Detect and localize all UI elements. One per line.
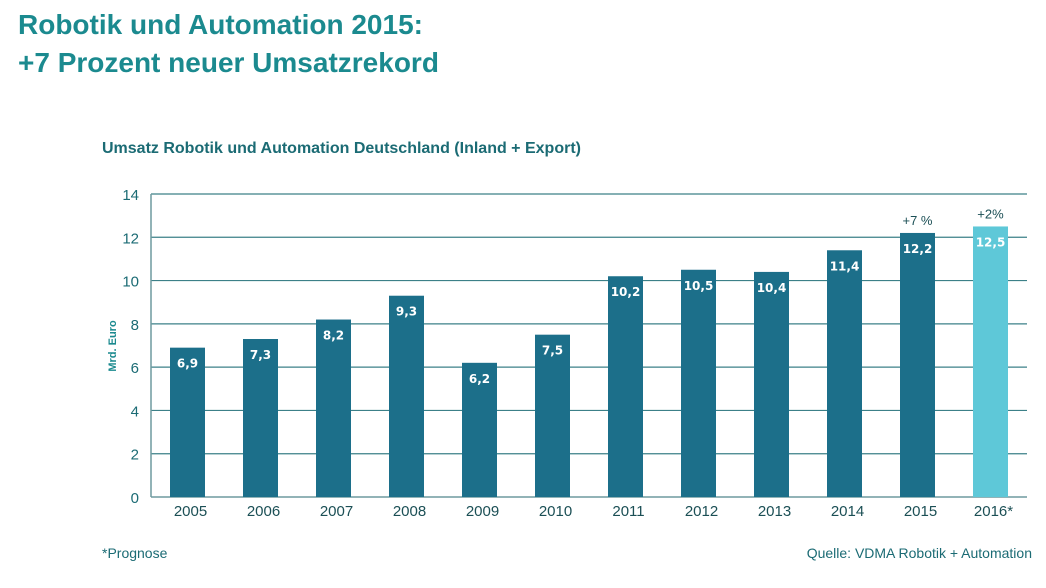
title-line-2: +7 Prozent neuer Umsatzrekord bbox=[18, 47, 439, 78]
data-label: 12,5 bbox=[976, 235, 1006, 249]
page-title: Robotik und Automation 2015: +7 Prozent … bbox=[18, 6, 439, 82]
x-tick-label: 2007 bbox=[320, 503, 353, 520]
bar-2013 bbox=[754, 271, 789, 497]
x-tick-label: 2008 bbox=[393, 503, 426, 520]
data-label: 6,2 bbox=[469, 372, 490, 386]
x-tick-label: 2012 bbox=[685, 503, 718, 520]
bar-2011 bbox=[608, 276, 643, 497]
data-label: 7,5 bbox=[542, 344, 563, 358]
y-axis-label: Mrd. Euro bbox=[107, 320, 119, 372]
x-tick-label: 2011 bbox=[612, 503, 644, 520]
x-tick-label: 2015 bbox=[904, 503, 937, 520]
bar-2015 bbox=[900, 232, 935, 497]
x-tick-label: 2006 bbox=[247, 503, 280, 520]
x-tick-label: 2016* bbox=[974, 503, 1013, 520]
data-label: 12,2 bbox=[903, 242, 933, 256]
x-tick-label: 2010 bbox=[539, 503, 572, 520]
x-tick-label: 2013 bbox=[758, 503, 791, 520]
y-tick-label: 12 bbox=[122, 230, 139, 247]
bar-2012 bbox=[681, 269, 716, 497]
growth-annotation: +7 % bbox=[903, 213, 933, 228]
bar-2009 bbox=[462, 362, 497, 497]
y-tick-label: 2 bbox=[131, 447, 139, 464]
y-tick-label: 8 bbox=[131, 317, 139, 334]
x-tick-label: 2009 bbox=[466, 503, 499, 520]
data-label: 7,3 bbox=[250, 348, 271, 362]
y-tick-label: 14 bbox=[122, 187, 139, 204]
y-tick-label: 6 bbox=[131, 360, 139, 377]
source-note: Quelle: VDMA Robotik + Automation bbox=[806, 545, 1032, 561]
bar-2016* bbox=[973, 226, 1008, 497]
data-label: 9,3 bbox=[396, 305, 417, 319]
bar-2010 bbox=[535, 334, 570, 497]
bar-2014 bbox=[827, 250, 862, 497]
data-label: 10,4 bbox=[757, 281, 787, 295]
data-label: 6,9 bbox=[177, 357, 198, 371]
bar-2007 bbox=[316, 319, 351, 497]
y-tick-label: 10 bbox=[122, 274, 139, 291]
data-label: 10,5 bbox=[684, 279, 714, 293]
x-tick-label: 2014 bbox=[831, 503, 864, 520]
chart-title: Umsatz Robotik und Automation Deutschlan… bbox=[102, 140, 581, 157]
footnote: *Prognose bbox=[102, 545, 168, 561]
bar-2006 bbox=[243, 339, 278, 497]
bar-2005 bbox=[170, 347, 205, 497]
data-label: 11,4 bbox=[830, 259, 860, 273]
bar-2008 bbox=[389, 295, 424, 497]
x-tick-label: 2005 bbox=[174, 503, 207, 520]
data-label: 8,2 bbox=[323, 329, 344, 343]
data-label: 10,2 bbox=[611, 285, 641, 299]
y-tick-label: 4 bbox=[131, 403, 139, 420]
y-tick-label: 0 bbox=[131, 490, 139, 507]
title-line-1: Robotik und Automation 2015: bbox=[18, 9, 423, 40]
growth-annotation: +2% bbox=[977, 206, 1004, 221]
